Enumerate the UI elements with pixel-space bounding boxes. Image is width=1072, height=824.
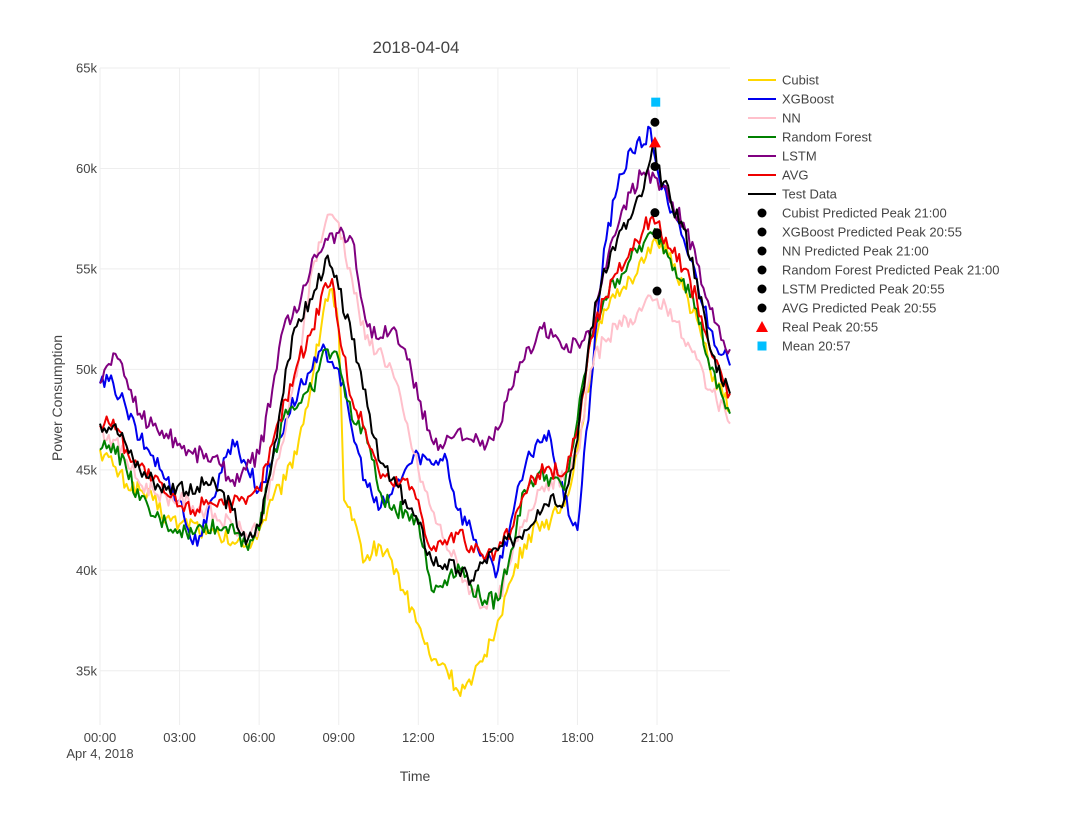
series-line-test-data (99, 143, 731, 586)
series-line-xgboost (99, 125, 731, 579)
chart-title: 2018-04-04 (373, 38, 460, 57)
series-layer (99, 125, 731, 697)
legend-swatch-cubist-predicted-peak-21-00 (757, 208, 767, 218)
series-line-cubist (99, 236, 731, 697)
marker-real-peak-20-55 (648, 136, 661, 148)
x-axis-title: Time (400, 768, 431, 784)
marker-random-forest-predicted-peak-21-00 (652, 228, 662, 238)
legend-swatch-mean-20-57 (757, 341, 767, 351)
legend-label-avg: AVG (782, 168, 809, 183)
legend: Cubist XGBoost NN Random Forest LSTM AVG Test … (748, 73, 1000, 354)
y-axis-title: Power Consumption (49, 335, 65, 461)
series-line-avg (99, 215, 731, 562)
legend-label-lstm: LSTM (782, 149, 817, 164)
legend-swatch-xgboost-predicted-peak-20-55 (757, 227, 767, 237)
y-tick-label: 60k (76, 161, 97, 176)
x-tick-label: 12:00 (402, 730, 435, 745)
x-tick-label: 21:00 (641, 730, 674, 745)
marker-layer (648, 97, 662, 296)
legend-swatch-lstm-predicted-peak-20-55 (757, 284, 767, 294)
legend-swatch-real-peak-20-55 (756, 321, 768, 332)
marker-lstm-predicted-peak-20-55 (650, 161, 660, 171)
x-tick-label: 03:00 (163, 730, 196, 745)
x-axis: 00:00 03:00 06:00 09:00 12:00 15:00 18:00 21:00 (84, 730, 674, 745)
y-tick-label: 50k (76, 362, 97, 377)
legend-label-xgboost-predicted-peak-20-55: XGBoost Predicted Peak 20:55 (782, 225, 962, 240)
legend-label-real-peak-20-55: Real Peak 20:55 (782, 320, 878, 335)
y-tick-label: 35k (76, 663, 97, 678)
series-line-nn (99, 213, 731, 610)
x-tick-label: 06:00 (243, 730, 276, 745)
legend-label-random-forest: Random Forest (782, 130, 872, 145)
marker-nn-predicted-peak-21-00 (652, 286, 662, 296)
legend-swatch-avg-predicted-peak-20-55 (757, 303, 767, 313)
x-tick-label: 15:00 (482, 730, 515, 745)
y-axis: 35k 40k 45k 50k 55k 60k 65k (76, 61, 97, 679)
y-tick-label: 45k (76, 462, 97, 477)
x-tick-label: 18:00 (561, 730, 594, 745)
marker-avg-predicted-peak-20-55 (650, 208, 660, 218)
marker-mean-20-57 (651, 97, 661, 107)
y-tick-label: 55k (76, 261, 97, 276)
legend-label-test-data: Test Data (782, 187, 838, 202)
y-tick-label: 65k (76, 61, 97, 76)
legend-swatch-random-forest-predicted-peak-21-00 (757, 265, 767, 275)
marker-xgboost-predicted-peak-20-55 (650, 117, 660, 127)
y-tick-label: 40k (76, 563, 97, 578)
legend-label-avg-predicted-peak-20-55: AVG Predicted Peak 20:55 (782, 301, 936, 316)
legend-label-random-forest-predicted-peak-21-00: Random Forest Predicted Peak 21:00 (782, 263, 1000, 278)
x-tick-label: 00:00 (84, 730, 117, 745)
x-tick-label: 09:00 (322, 730, 355, 745)
x-date-label: Apr 4, 2018 (66, 746, 133, 761)
grid-lines (99, 67, 730, 725)
legend-label-nn-predicted-peak-21-00: NN Predicted Peak 21:00 (782, 244, 929, 259)
legend-label-mean-20-57: Mean 20:57 (782, 339, 851, 354)
series-line-random-forest (99, 227, 731, 610)
legend-label-cubist-predicted-peak-21-00: Cubist Predicted Peak 21:00 (782, 206, 947, 221)
legend-label-lstm-predicted-peak-20-55: LSTM Predicted Peak 20:55 (782, 282, 945, 297)
legend-label-cubist: Cubist (782, 73, 819, 88)
legend-swatch-nn-predicted-peak-21-00 (757, 246, 767, 256)
series-line-lstm (99, 168, 731, 487)
legend-label-xgboost: XGBoost (782, 92, 834, 107)
legend-label-nn: NN (782, 111, 801, 126)
